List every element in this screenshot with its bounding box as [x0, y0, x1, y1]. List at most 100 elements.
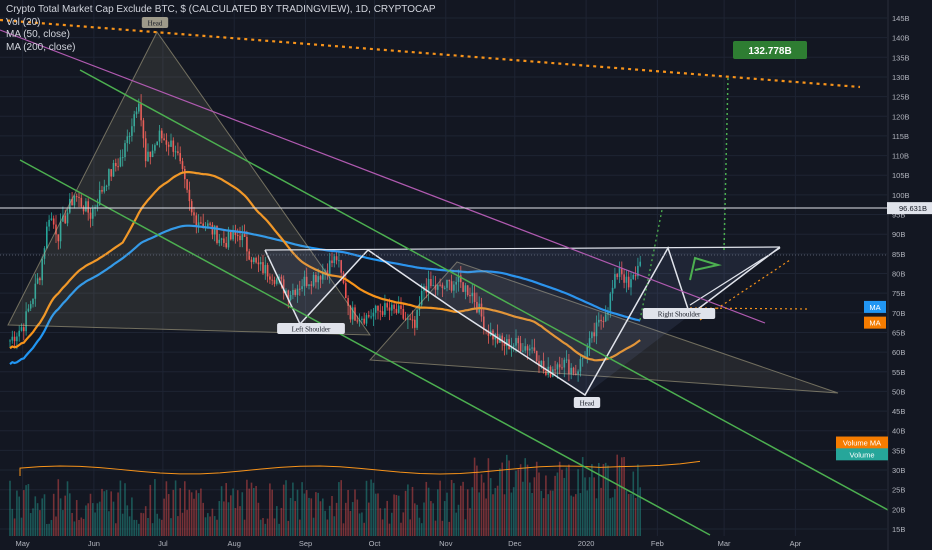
volume-bar	[540, 490, 543, 536]
volume-bar	[492, 494, 494, 536]
candle-body	[27, 308, 30, 312]
candle-body	[455, 281, 457, 285]
volume-bar	[395, 495, 398, 536]
candle-body	[361, 318, 363, 320]
candle-body	[57, 234, 60, 242]
candle-body	[303, 276, 306, 287]
candle-body	[349, 305, 352, 320]
volume-bar	[565, 467, 568, 536]
candle-body	[602, 321, 605, 323]
volume-bar	[151, 523, 154, 536]
candle-body	[538, 361, 540, 367]
candle-body	[345, 283, 347, 299]
candle-body	[305, 276, 308, 286]
volume-bar	[289, 497, 292, 536]
volume-bar	[554, 475, 556, 536]
price-marker-label: MA	[869, 303, 880, 312]
volume-bar	[50, 520, 53, 536]
volume-bar	[246, 479, 248, 536]
volume-bar	[345, 502, 347, 536]
candle-body	[181, 161, 184, 169]
candle-body	[121, 157, 124, 159]
legend-vol: Vol (20)	[6, 16, 41, 28]
candle-body	[386, 303, 388, 308]
volume-bar	[177, 516, 179, 536]
candle-body	[115, 163, 117, 167]
volume-bar	[632, 471, 635, 536]
x-tick-label: Dec	[508, 539, 522, 548]
candle-body	[69, 198, 71, 213]
candle-body	[443, 287, 446, 289]
candle-body	[213, 225, 216, 235]
candle-body	[524, 346, 526, 351]
candle-body	[248, 251, 250, 260]
candle-body	[469, 294, 471, 297]
drawings	[0, 18, 889, 536]
candle-body	[101, 190, 103, 192]
x-tick-label: Feb	[651, 539, 664, 548]
volume-bar	[374, 493, 377, 536]
volume-bar	[172, 489, 175, 536]
volume-bar	[71, 512, 73, 536]
volume-bar	[20, 517, 23, 536]
y-tick-label: 25B	[892, 486, 905, 495]
volume-bar	[271, 489, 273, 536]
candle-body	[572, 367, 575, 374]
volume-bar	[140, 512, 142, 536]
price-markers: 96.631B MA MA Volume MA Volume	[836, 202, 932, 461]
candle-body	[338, 260, 340, 262]
volume-bar	[128, 516, 131, 536]
volume-bar	[473, 457, 476, 536]
x-tick-label: 2020	[578, 539, 595, 548]
candle-body	[561, 367, 563, 369]
volume-bar	[529, 482, 531, 536]
volume-bar	[372, 482, 375, 536]
volume-bar	[439, 480, 441, 536]
candle-body	[618, 267, 621, 278]
candle-body	[71, 198, 73, 206]
candle-body	[197, 222, 200, 226]
candle-body	[257, 262, 260, 265]
volume-bar	[57, 479, 60, 536]
volume-bar	[202, 502, 204, 536]
volume-bar	[618, 465, 621, 536]
volume-bar	[614, 489, 616, 536]
volume-bar	[446, 492, 448, 536]
volume-bar	[315, 492, 317, 536]
volume-bar	[393, 494, 395, 536]
volume-bar	[216, 519, 218, 536]
candle-body	[96, 204, 99, 208]
candle-body	[195, 215, 198, 226]
x-tick-label: Aug	[228, 539, 241, 548]
volume-bar	[430, 501, 432, 536]
volume-bar	[119, 480, 122, 536]
volume-bar	[611, 497, 614, 536]
candle-body	[577, 371, 579, 375]
candle-body	[381, 311, 384, 315]
volume-bar	[515, 470, 517, 536]
volume-bar	[165, 481, 168, 536]
candle-body	[609, 293, 612, 311]
candle-body	[250, 259, 253, 263]
candle-body	[312, 274, 315, 286]
candle-body	[604, 314, 607, 322]
volume-bar	[87, 503, 89, 536]
y-tick-label: 45B	[892, 407, 905, 416]
volume-bar	[98, 501, 101, 536]
volume-bar	[457, 504, 460, 536]
candle-body	[581, 358, 584, 360]
price-marker-bg	[836, 436, 888, 449]
candle-body	[23, 327, 25, 332]
volume-bar	[273, 518, 276, 536]
candle-body	[220, 238, 223, 240]
volume-bar	[266, 518, 269, 536]
volume-bar	[466, 489, 469, 536]
candle-body	[55, 224, 57, 235]
volume-bar	[312, 517, 315, 536]
candle-body	[471, 292, 474, 297]
volume-bar	[223, 501, 225, 536]
candle-body	[531, 347, 533, 349]
volume-bar	[161, 519, 163, 536]
candle-body	[278, 276, 280, 279]
